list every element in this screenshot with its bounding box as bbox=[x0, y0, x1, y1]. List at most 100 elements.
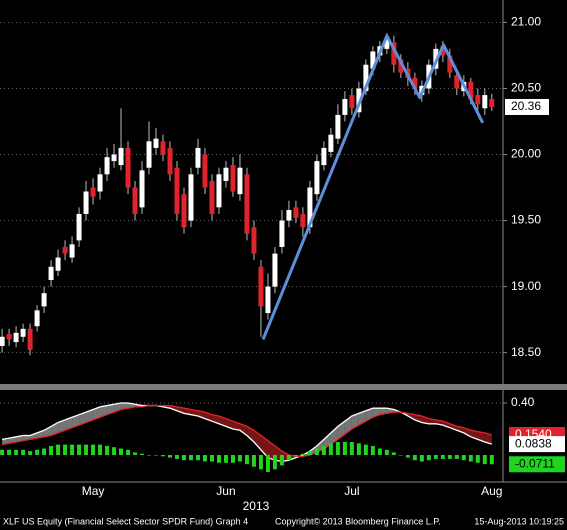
histogram-bar bbox=[167, 455, 172, 458]
x-tick-label: Jun bbox=[216, 484, 235, 498]
histogram-bar bbox=[454, 455, 459, 459]
candle-body bbox=[34, 310, 40, 327]
footer-center: Copyright© 2013 Bloomberg Finance L.P. bbox=[275, 516, 441, 526]
macd-fill bbox=[37, 430, 45, 439]
candle-body bbox=[454, 75, 460, 89]
candle-body bbox=[244, 174, 250, 234]
candle-body bbox=[202, 154, 208, 188]
macd-fill bbox=[93, 406, 101, 420]
x-tick-label: May bbox=[82, 484, 105, 498]
histogram-bar bbox=[112, 447, 117, 456]
x-axis-label: 2013 bbox=[243, 499, 270, 513]
histogram-bar bbox=[244, 455, 249, 465]
candle-body bbox=[153, 138, 159, 148]
candle-body bbox=[489, 99, 495, 107]
candle-body bbox=[447, 55, 453, 73]
macd-fill bbox=[239, 423, 247, 436]
histogram-bar bbox=[433, 455, 438, 459]
candle-body bbox=[293, 207, 299, 218]
histogram-bar bbox=[14, 449, 19, 456]
macd-fill bbox=[414, 414, 422, 423]
y-tick-label: 19.00 bbox=[511, 279, 541, 293]
candle-body bbox=[475, 95, 481, 105]
candle-body bbox=[272, 253, 278, 287]
histogram-bar bbox=[405, 455, 410, 458]
candle-body bbox=[335, 114, 341, 139]
candle-body bbox=[314, 161, 320, 195]
histogram-bar bbox=[314, 448, 319, 456]
macd-fill bbox=[197, 410, 205, 419]
candle-body bbox=[0, 336, 5, 347]
histogram-bar bbox=[70, 444, 75, 456]
x-tick-label: Jul bbox=[344, 484, 359, 498]
histogram-bar bbox=[258, 455, 263, 470]
histogram-bar bbox=[230, 455, 235, 463]
histogram-bar bbox=[119, 448, 124, 456]
x-tick-label: Aug bbox=[481, 484, 502, 498]
footer-left: XLF US Equity (Financial Select Sector S… bbox=[3, 516, 248, 526]
candle-body bbox=[132, 187, 138, 214]
histogram-bar bbox=[307, 451, 312, 456]
y-tick-label: 0.40 bbox=[511, 395, 535, 409]
last-value-label: -0.0711 bbox=[515, 456, 555, 470]
footer-right: 15-Aug-2013 10:19:25 bbox=[474, 516, 564, 526]
candle-body bbox=[384, 38, 390, 49]
candle-body bbox=[104, 157, 110, 175]
candle-body bbox=[398, 59, 404, 73]
histogram-bar bbox=[91, 444, 96, 456]
panel-separator bbox=[0, 384, 567, 390]
candle-body bbox=[230, 165, 236, 192]
histogram-bar bbox=[216, 455, 221, 463]
macd-line bbox=[1, 404, 492, 457]
candle-body bbox=[55, 257, 61, 271]
candle-body bbox=[370, 51, 376, 69]
candle-body bbox=[97, 174, 103, 192]
histogram-bar bbox=[461, 455, 466, 461]
candle-body bbox=[6, 334, 12, 340]
macd-fill bbox=[253, 430, 261, 450]
histogram-bar bbox=[147, 455, 152, 456]
histogram-bar bbox=[174, 455, 179, 459]
macd-fill bbox=[44, 426, 52, 437]
candle-body bbox=[265, 286, 271, 314]
candle-body bbox=[300, 213, 306, 228]
candle-body bbox=[167, 147, 173, 175]
candle-body bbox=[41, 293, 47, 307]
histogram-bar bbox=[181, 455, 186, 461]
candle-body bbox=[27, 328, 33, 350]
candle-body bbox=[48, 266, 54, 280]
histogram-bar bbox=[377, 448, 382, 456]
macd-fill bbox=[421, 415, 429, 424]
histogram-bar bbox=[391, 452, 396, 456]
candle-body bbox=[69, 244, 75, 258]
y-tick-label: 19.50 bbox=[511, 213, 541, 227]
histogram-bar bbox=[21, 449, 26, 456]
histogram-bar bbox=[0, 449, 5, 456]
histogram-bar bbox=[342, 442, 347, 456]
histogram-bar bbox=[363, 444, 368, 456]
macd-fill bbox=[86, 409, 94, 423]
macd-fill bbox=[79, 412, 87, 426]
macd-fill bbox=[58, 419, 66, 433]
candle-body bbox=[76, 213, 82, 241]
candle-body bbox=[195, 147, 201, 168]
histogram-bar bbox=[126, 449, 131, 456]
histogram-bar bbox=[482, 455, 487, 465]
histogram-bar bbox=[356, 443, 361, 456]
candle-body bbox=[286, 209, 292, 221]
last-value-label: 0.0838 bbox=[515, 436, 552, 450]
macd-fill bbox=[442, 421, 450, 428]
macd-fill bbox=[100, 405, 108, 418]
histogram-bar bbox=[426, 455, 431, 461]
histogram-bar bbox=[475, 455, 480, 463]
histogram-bar bbox=[98, 444, 103, 456]
histogram-bar bbox=[188, 455, 193, 461]
histogram-bar bbox=[105, 445, 110, 456]
macd-fill bbox=[351, 413, 359, 429]
histogram-bar bbox=[370, 445, 375, 456]
macd-fill bbox=[260, 435, 268, 458]
histogram-bar bbox=[154, 455, 159, 456]
candle-body bbox=[62, 246, 68, 254]
histogram-bar bbox=[56, 444, 61, 456]
